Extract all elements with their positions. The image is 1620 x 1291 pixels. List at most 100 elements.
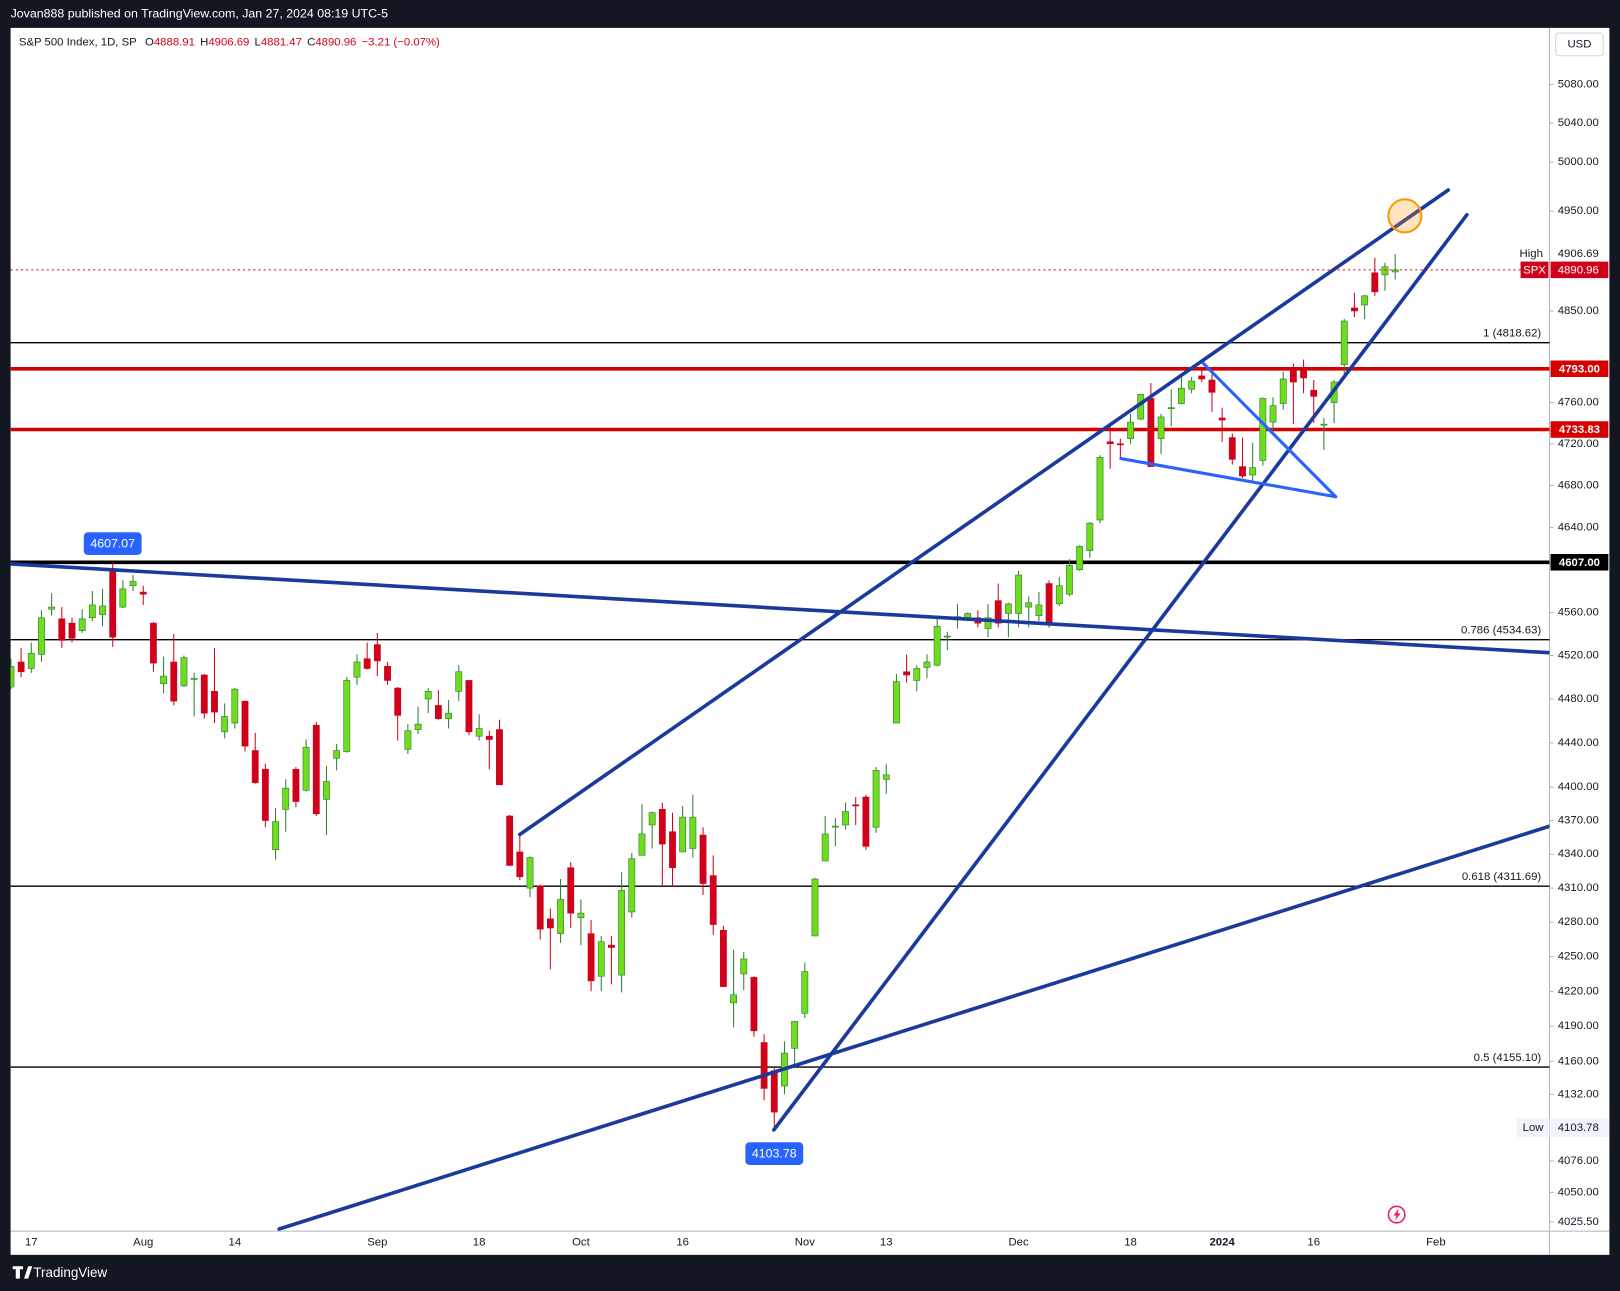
pattern-line [1201, 361, 1338, 499]
candle-body [1076, 546, 1084, 571]
candle-body [1239, 466, 1246, 477]
candle-body [811, 878, 819, 937]
candle-body [557, 899, 564, 934]
x-tick-label: Nov [795, 1236, 816, 1248]
candle-body [160, 675, 168, 685]
price-tags: 4793.00 4733.83 4607.00 High 4906.69 Low 4103.… [83, 248, 1609, 1165]
candle-body [587, 933, 595, 982]
candle-body [333, 750, 341, 759]
candle-body [99, 605, 106, 615]
candle-body [893, 681, 900, 724]
y-tick-label: 4640.00 [1558, 521, 1599, 533]
x-tick-label: Sep [367, 1236, 387, 1248]
overlay: 1 (4818.62) 0.786 (4534.63) 0.618 (4311.69… [10, 269, 1550, 1064]
candle-body [913, 668, 921, 681]
candle-body [760, 1042, 768, 1089]
legend-key: C [307, 36, 315, 48]
candle-body [882, 774, 890, 780]
candle-body [536, 885, 544, 930]
candle-body [282, 787, 290, 810]
target-circle [1387, 198, 1423, 234]
candle-body [435, 705, 442, 719]
candle-body [648, 812, 656, 826]
candle-body [1249, 467, 1257, 476]
y-tick-label: 4132.00 [1558, 1088, 1599, 1100]
candle-body [150, 622, 157, 664]
y-tick-label: 5080.00 [1558, 78, 1599, 90]
candle-body [801, 971, 809, 1014]
candle-body [597, 941, 605, 977]
candle-body [88, 604, 96, 619]
candle-body [78, 618, 86, 631]
candle-body [1371, 272, 1379, 293]
candle-body [699, 834, 707, 884]
low-value: 4103.78 [1558, 1122, 1599, 1134]
candle-body [1279, 378, 1287, 404]
price-callout [83, 532, 142, 555]
x-tick-label: Feb [1426, 1236, 1446, 1248]
y-tick-label: 4950.00 [1558, 205, 1599, 217]
candle-body [730, 994, 737, 1004]
candle-body [1259, 398, 1267, 461]
candle-body [1198, 375, 1206, 380]
candle-body [943, 635, 951, 638]
candle-body [190, 677, 198, 680]
candle-body [1015, 574, 1022, 614]
last-price-value: 4890.96 [1558, 264, 1599, 276]
trendline [772, 213, 1469, 1132]
candle-body [1116, 443, 1124, 446]
candle-body [221, 716, 229, 733]
candle-body [424, 691, 432, 700]
candle-body [1035, 604, 1043, 616]
candle-body [353, 661, 361, 678]
candle-body [231, 688, 239, 724]
price-callout-label: 4103.78 [752, 1146, 797, 1160]
candle-body [455, 671, 463, 692]
candle-body [139, 591, 147, 595]
candle-body [669, 831, 676, 869]
level-tag-label: 4733.83 [1559, 424, 1600, 436]
y-tick-label: 4400.00 [1558, 781, 1599, 793]
candle-body [791, 1021, 799, 1049]
candle-body [404, 730, 412, 750]
y-tick-label: 4280.00 [1558, 916, 1599, 928]
candle-body [1218, 417, 1226, 421]
candle-body [831, 825, 839, 828]
legend-change: −3.21 (−0.07%) [362, 36, 441, 48]
candle-body [211, 691, 218, 713]
legend-header: S&P 500 Index, 1D, SP O4888.91 H4906.69 L48… [19, 36, 440, 48]
candle-body [1066, 565, 1073, 595]
candle-body [577, 912, 585, 918]
pattern-line [1119, 457, 1338, 499]
candle-body [38, 617, 45, 655]
candle-body [323, 781, 330, 800]
candle-body [58, 618, 66, 641]
currency-box[interactable] [1555, 32, 1604, 57]
candle-body [109, 571, 117, 638]
candle-body [1147, 398, 1155, 467]
x-tick-label: Aug [133, 1236, 153, 1248]
x-tick-label: Dec [1008, 1236, 1029, 1248]
x-tick-label: 18 [1124, 1236, 1137, 1248]
y-tick-label: 4025.50 [1558, 1216, 1599, 1228]
candle-body [638, 833, 646, 856]
candle-body [1351, 307, 1358, 312]
alert-icon[interactable] [1387, 1205, 1406, 1224]
candle-body [1208, 379, 1216, 393]
y-tick-label: 4680.00 [1558, 479, 1599, 491]
candle-body [241, 700, 249, 747]
candle-body [740, 958, 748, 975]
level-label: 0.786 (4534.63) [1461, 624, 1541, 636]
y-tick-label: 4370.00 [1558, 815, 1599, 827]
candle-body [1320, 423, 1328, 426]
candle-body [964, 613, 972, 619]
candle-body [1167, 407, 1175, 410]
candle-body [506, 815, 514, 866]
y-tick-label: 5040.00 [1558, 117, 1599, 129]
trendline [517, 188, 1451, 837]
candle-body [679, 816, 687, 853]
footer-logo [12, 1266, 33, 1279]
y-tick-label: 4310.00 [1558, 882, 1599, 894]
y-tick-label: 4250.00 [1558, 951, 1599, 963]
